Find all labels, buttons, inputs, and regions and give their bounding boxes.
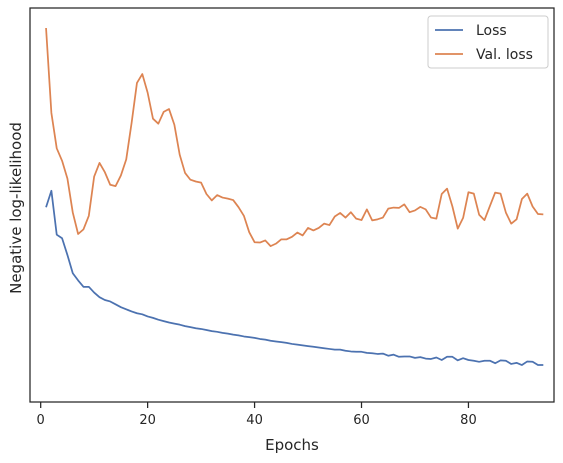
series-layer [45, 27, 544, 366]
series-line-val-loss [45, 27, 544, 248]
x-tick-label: 40 [246, 413, 263, 428]
x-axis-ticks: 0 20 40 60 80 [37, 402, 477, 428]
x-tick-label: 60 [353, 413, 370, 428]
series-line-loss [45, 189, 544, 366]
x-tick-label: 80 [460, 413, 477, 428]
legend: Loss Val. loss [427, 15, 549, 69]
legend-label-loss: Loss [476, 23, 507, 39]
x-tick-label: 0 [37, 413, 45, 428]
plot-frame [29, 7, 555, 403]
legend-box [427, 15, 549, 69]
y-axis-label: Negative log-likelihood [7, 122, 25, 294]
legend-label-val-loss: Val. loss [476, 47, 533, 63]
x-axis-label: Epochs [265, 436, 319, 454]
x-tick-label: 20 [139, 413, 156, 428]
